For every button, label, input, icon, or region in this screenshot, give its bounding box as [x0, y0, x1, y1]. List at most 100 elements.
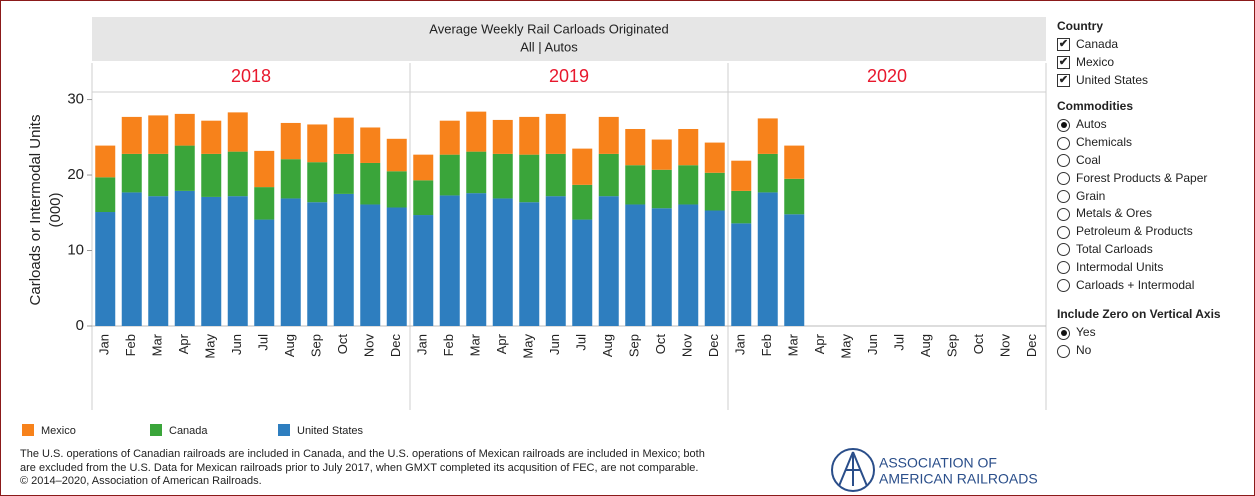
- x-tick-label: Sep: [309, 334, 324, 357]
- x-tick-label: Dec: [1024, 334, 1039, 358]
- filter-option[interactable]: Coal: [1057, 152, 1252, 170]
- legend-swatch: [22, 424, 34, 436]
- x-tick-label: Mar: [468, 333, 483, 356]
- bar-segment: [466, 193, 487, 326]
- footnote: The U.S. operations of Canadian railroad…: [20, 448, 705, 489]
- y-axis-label: (000): [47, 192, 64, 227]
- bar-segment: [413, 215, 434, 326]
- bar-segment: [519, 202, 540, 326]
- radio-button[interactable]: [1057, 154, 1070, 168]
- x-tick-label: Jul: [574, 334, 589, 351]
- checkbox[interactable]: ✔: [1057, 38, 1070, 52]
- bar-segment: [333, 117, 354, 154]
- radio-button[interactable]: [1057, 136, 1070, 150]
- filter-option[interactable]: No: [1057, 342, 1252, 360]
- bar-segment: [413, 154, 434, 181]
- x-tick-label: Jun: [547, 334, 562, 355]
- filter-option[interactable]: Carloads + Intermodal: [1057, 277, 1252, 295]
- logo-shape: [831, 448, 875, 492]
- bar-segment: [333, 193, 354, 326]
- bar-segment: [466, 151, 487, 194]
- bar-segment: [784, 214, 805, 326]
- filter-option[interactable]: Grain: [1057, 188, 1252, 206]
- filter-option[interactable]: ✔ United States: [1057, 72, 1252, 90]
- bar-segment: [598, 196, 619, 326]
- option-label: Carloads + Intermodal: [1076, 277, 1195, 292]
- checkbox[interactable]: ✔: [1057, 73, 1070, 87]
- x-tick-label: Jan: [415, 334, 430, 355]
- x-tick-label: Jan: [97, 334, 112, 355]
- bar-segment: [651, 139, 672, 170]
- x-tick-label: Jun: [865, 334, 880, 355]
- bar-segment: [307, 202, 328, 326]
- option-label: Forest Products & Paper: [1076, 170, 1208, 185]
- radio-button[interactable]: [1057, 172, 1070, 186]
- bar-segment: [307, 162, 328, 203]
- filter-option[interactable]: Petroleum & Products: [1057, 223, 1252, 241]
- bar-segment: [545, 153, 566, 197]
- radio-button[interactable]: [1057, 225, 1070, 239]
- x-tick-label: May: [203, 334, 218, 359]
- bar-segment: [386, 138, 407, 172]
- bar-segment: [360, 204, 381, 326]
- radio-button[interactable]: [1057, 189, 1070, 203]
- bar-segment: [95, 212, 116, 326]
- option-label: Chemicals: [1076, 135, 1133, 150]
- x-tick-label: Oct: [653, 334, 668, 355]
- bar-segment: [784, 145, 805, 179]
- checkbox[interactable]: ✔: [1057, 56, 1070, 70]
- filter-option[interactable]: Chemicals: [1057, 134, 1252, 152]
- filter-option[interactable]: Metals & Ores: [1057, 205, 1252, 223]
- bar-segment: [519, 116, 540, 155]
- filter-option[interactable]: Yes: [1057, 324, 1252, 342]
- bar-segment: [227, 151, 248, 197]
- logo: [831, 448, 875, 492]
- bar-segment: [121, 116, 142, 154]
- bar-segment: [307, 124, 328, 163]
- bar-segment: [413, 180, 434, 216]
- bar-segment: [678, 128, 699, 166]
- bar-segment: [625, 204, 646, 326]
- x-tick-label: Jun: [229, 334, 244, 355]
- bar-segment: [651, 169, 672, 209]
- radio-button[interactable]: [1057, 207, 1070, 221]
- filter-option[interactable]: ✔ Mexico: [1057, 54, 1252, 72]
- filter-option[interactable]: Autos: [1057, 116, 1252, 134]
- x-tick-label: Sep: [945, 334, 960, 357]
- option-label: Intermodal Units: [1076, 259, 1164, 274]
- radio-button[interactable]: [1057, 243, 1070, 257]
- filter-option[interactable]: Forest Products & Paper: [1057, 170, 1252, 188]
- x-tick-label: Nov: [998, 334, 1013, 358]
- filter-option[interactable]: Intermodal Units: [1057, 259, 1252, 277]
- bar-segment: [121, 153, 142, 193]
- bar-segment: [439, 195, 460, 326]
- panel-label: 2019: [549, 66, 589, 86]
- radio-button[interactable]: [1057, 326, 1070, 340]
- filter-option[interactable]: ✔ Canada: [1057, 36, 1252, 54]
- radio-button[interactable]: [1057, 261, 1070, 275]
- filter-title: Commodities: [1057, 99, 1134, 114]
- x-tick-label: Feb: [123, 334, 138, 356]
- y-axis-label: Carloads or Intermodal Units: [27, 115, 44, 306]
- x-tick-label: Aug: [282, 334, 297, 357]
- bar-segment: [174, 145, 195, 191]
- radio-button[interactable]: [1057, 278, 1070, 292]
- option-label: No: [1076, 343, 1092, 358]
- bar-segment: [572, 184, 593, 220]
- bar-segment: [572, 148, 593, 185]
- bar-segment: [148, 115, 169, 154]
- bar-segment: [360, 162, 381, 205]
- bar-segment: [280, 122, 301, 160]
- option-label: Metals & Ores: [1076, 206, 1153, 221]
- radio-button[interactable]: [1057, 344, 1070, 358]
- x-tick-label: Nov: [362, 334, 377, 358]
- radio-button[interactable]: [1057, 118, 1070, 132]
- bar-segment: [280, 159, 301, 199]
- bar-segment: [784, 178, 805, 215]
- legend-label: United States: [297, 425, 364, 437]
- x-tick-label: Dec: [706, 334, 721, 358]
- filter-option[interactable]: Total Carloads: [1057, 241, 1252, 259]
- bar-segment: [757, 118, 778, 154]
- x-tick-label: Jan: [733, 334, 748, 355]
